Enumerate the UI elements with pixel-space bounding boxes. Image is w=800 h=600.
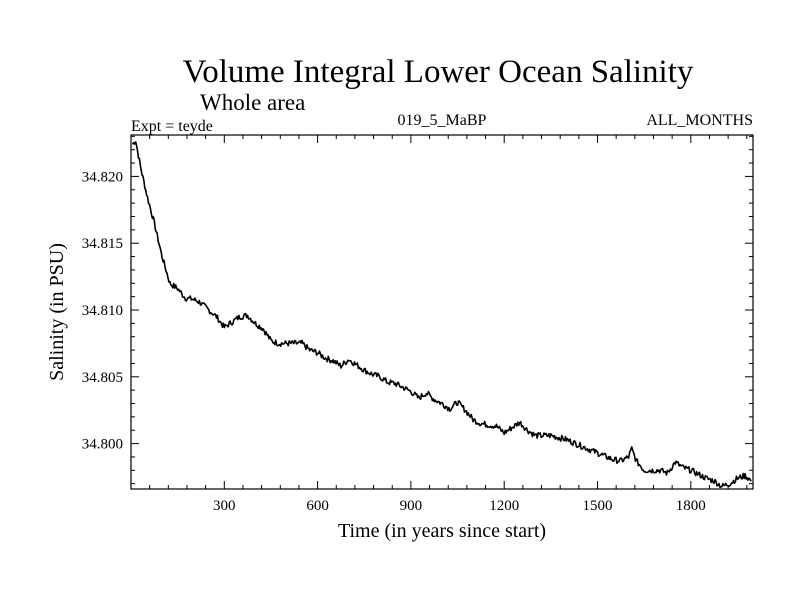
x-tick-label: 1800: [676, 498, 706, 514]
x-tick-label: 1200: [489, 498, 519, 514]
y-tick-label: 34.820: [82, 169, 123, 185]
y-tick-label: 34.810: [82, 303, 123, 319]
chart-subtitle: Whole area: [200, 90, 305, 115]
tick-marks: [131, 135, 753, 489]
salinity-series-line: [131, 141, 752, 489]
y-tick-label: 34.805: [82, 370, 123, 386]
months-label: ALL_MONTHS: [646, 112, 753, 129]
x-axis-title: Time (in years since start): [338, 520, 546, 542]
y-axis-title: Salinity (in PSU): [46, 243, 68, 381]
x-tick-label: 600: [306, 498, 329, 514]
chart-title: Volume Integral Lower Ocean Salinity: [183, 54, 694, 90]
x-tick-label: 300: [213, 498, 236, 514]
x-tick-label: 900: [400, 498, 423, 514]
run-label: 019_5_MaBP: [398, 112, 487, 129]
y-tick-label: 34.815: [82, 236, 123, 252]
x-tick-label: 1500: [583, 498, 613, 514]
plot-frame: [130, 134, 754, 490]
experiment-label: Expt = teyde: [131, 118, 213, 135]
y-tick-label: 34.800: [82, 437, 123, 453]
